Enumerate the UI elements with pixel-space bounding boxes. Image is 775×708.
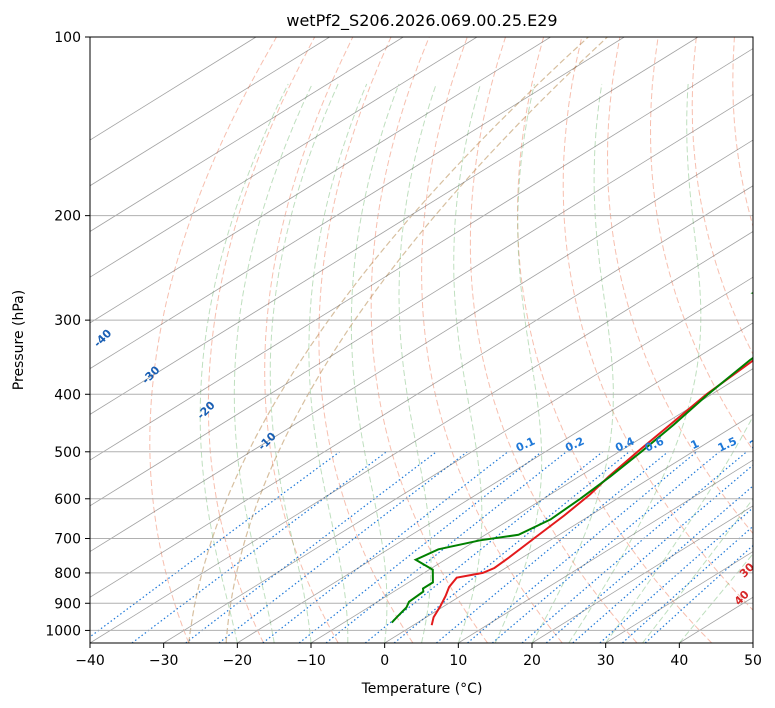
mixing-ratio-line <box>621 525 753 643</box>
moist-adiabat <box>568 83 702 643</box>
y-tick-label: 400 <box>54 387 81 403</box>
dry-adiabat <box>207 37 316 643</box>
dry-adiabat <box>421 37 563 643</box>
mixing-ratio-line <box>467 451 697 643</box>
isotherm <box>90 230 753 643</box>
y-tick-label: 1000 <box>45 623 81 639</box>
y-tick-label: 800 <box>54 566 81 582</box>
profile-series <box>391 292 753 626</box>
dry-adiabat <box>469 37 638 643</box>
lcl-curve <box>225 37 608 643</box>
y-tick-label: 300 <box>54 313 81 329</box>
x-axis-title: Temperature (°C) <box>361 681 483 697</box>
isotherm <box>90 37 257 141</box>
moist-adiabat <box>398 83 437 643</box>
x-tick-label: 10 <box>449 653 467 669</box>
moist-adiabat <box>199 83 289 643</box>
isotherm <box>90 37 551 324</box>
dry-adiabat <box>370 37 489 643</box>
moist-adiabat <box>308 83 368 643</box>
isotherm <box>90 37 330 187</box>
isotherm <box>90 37 625 370</box>
x-tick-label: −10 <box>296 653 326 669</box>
x-tick-label: −30 <box>149 653 179 669</box>
x-tick-label: 50 <box>744 653 762 669</box>
moist-adiabat <box>453 83 483 643</box>
isotherm <box>90 93 753 507</box>
y-axis: 100 200 300 400 500 600 700 800 900 1000 <box>45 30 90 639</box>
isotherm <box>237 322 753 643</box>
mixing-ratio-line <box>262 451 509 643</box>
dry-adiabat <box>562 37 753 611</box>
dry-adiabat <box>691 37 753 356</box>
moist-adiabat <box>494 83 543 643</box>
moist-adiabat <box>531 83 614 643</box>
y-tick-label: 900 <box>54 596 81 612</box>
plot-area <box>90 37 753 643</box>
x-tick-label: −20 <box>223 653 253 669</box>
isotherm <box>384 413 753 643</box>
y-tick-label: 700 <box>54 532 81 548</box>
isotherm <box>458 459 753 643</box>
x-tick-label: 30 <box>597 653 615 669</box>
isotherm <box>90 139 753 553</box>
moist-adiabat <box>233 83 313 643</box>
background-lines <box>90 37 753 643</box>
moist-adiabat <box>605 415 753 643</box>
dry-adiabat <box>606 37 753 535</box>
x-axis: −40 −30 −20 −10 0 10 20 30 40 50 <box>75 643 762 669</box>
isotherm <box>163 276 753 643</box>
plot-frame <box>89 36 754 644</box>
isotherm <box>90 37 478 278</box>
moist-adiabat <box>350 83 400 643</box>
y-tick-label: 200 <box>54 209 81 225</box>
dewpoint-series-line <box>391 292 753 624</box>
isotherm <box>90 185 753 598</box>
isotherm <box>90 37 404 232</box>
isotherm <box>90 37 699 415</box>
isotherm <box>90 48 753 461</box>
mixing-ratio-label: 2 <box>748 437 760 452</box>
mixing-ratio-line <box>521 451 747 643</box>
mixing-ratio-line <box>185 451 437 643</box>
moist-adiabat <box>269 83 339 643</box>
chart-title: wetPf2_S206.2026.069.00.25.E29 <box>286 11 557 31</box>
isotherm <box>531 505 753 643</box>
y-axis-title: Pressure (hPa) <box>11 290 27 390</box>
mixing-ratio-line <box>572 485 753 643</box>
x-tick-label: 0 <box>380 653 389 669</box>
x-tick-label: 40 <box>670 653 688 669</box>
y-tick-label: 600 <box>54 492 81 508</box>
x-tick-label: −40 <box>75 653 105 669</box>
y-tick-label: 500 <box>54 445 81 461</box>
mixing-ratio-line <box>436 451 669 643</box>
x-tick-label: 20 <box>523 653 541 669</box>
y-tick-label: 100 <box>54 30 81 46</box>
